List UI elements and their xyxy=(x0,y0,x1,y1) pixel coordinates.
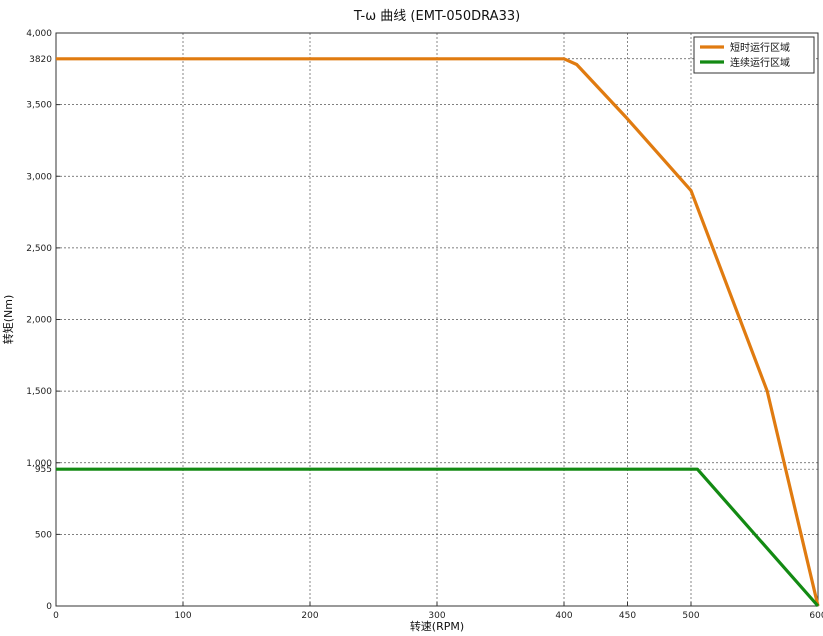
x-axis-title: 转速(RPM) xyxy=(410,619,464,633)
y-tick-label: 500 xyxy=(35,530,52,540)
x-tick-label: 600 xyxy=(809,611,823,621)
y-tick-label: 1,500 xyxy=(26,387,52,397)
y-tick-label: 1,000 xyxy=(26,459,52,469)
y-tick-label: 2,500 xyxy=(26,244,52,254)
x-tick-label: 100 xyxy=(174,611,191,621)
series-lines xyxy=(56,57,820,608)
y-tick-label: 4,000 xyxy=(26,29,52,39)
x-tick-label: 300 xyxy=(428,611,445,621)
legend-box xyxy=(693,36,815,74)
x-tick-label: 500 xyxy=(682,611,699,621)
y-tick-label: 0 xyxy=(46,602,52,612)
y-tick-label: 3820 xyxy=(29,55,52,65)
x-tick-label: 200 xyxy=(301,611,318,621)
y-tick-label: 955 xyxy=(35,465,52,475)
legend-label-1: 短时运行区域 xyxy=(730,41,790,54)
y-tick-label: 2,000 xyxy=(26,316,52,326)
x-axis-ticks: 0 100 200 300 400 450 500 600 xyxy=(53,602,823,621)
series-line-1 xyxy=(56,57,820,607)
chart-title: T-ω 曲线 (EMT-050DRA33) xyxy=(353,9,520,24)
x-tick-label: 400 xyxy=(555,611,572,621)
y-axis-title: 转矩(Nm) xyxy=(1,295,15,345)
x-tick-label: 450 xyxy=(619,611,636,621)
y-tick-label: 3,000 xyxy=(26,172,52,182)
series-line-2 xyxy=(56,467,820,608)
grid xyxy=(56,33,818,606)
x-tick-label: 0 xyxy=(53,611,59,621)
y-tick-label: 3,500 xyxy=(26,101,52,111)
legend-label-2: 连续运行区域 xyxy=(730,56,790,69)
